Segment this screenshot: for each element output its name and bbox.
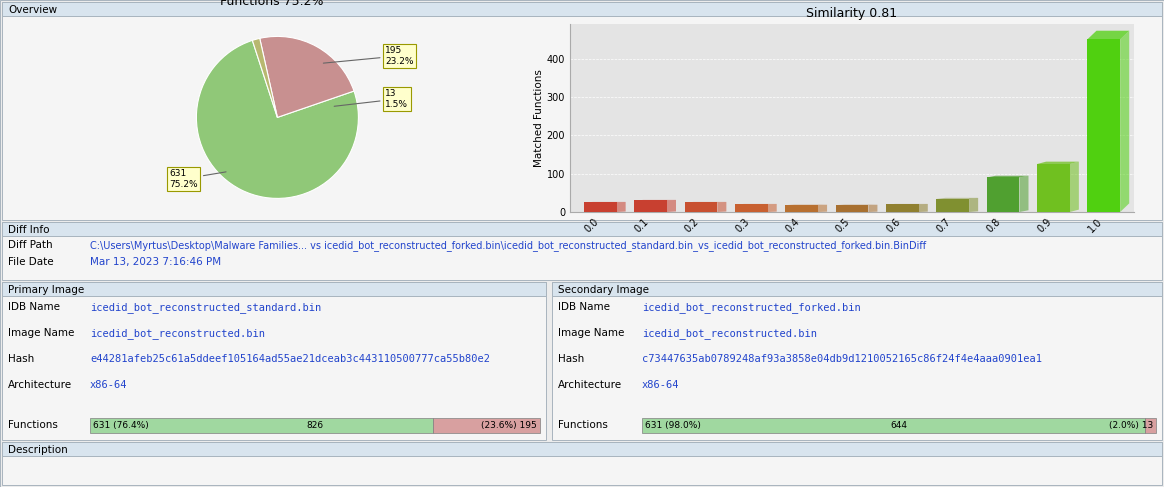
Polygon shape <box>667 200 676 212</box>
Bar <box>936 199 970 212</box>
Polygon shape <box>918 204 928 212</box>
Bar <box>2 442 1162 456</box>
Text: (23.6%) 195: (23.6%) 195 <box>481 421 537 430</box>
Bar <box>786 205 818 212</box>
Y-axis label: Matched Functions: Matched Functions <box>534 69 544 167</box>
Polygon shape <box>936 198 978 199</box>
Bar <box>734 205 767 212</box>
Text: c73447635ab0789248af93a3858e04db9d1210052165c86f24f4e4aaa0901ea1: c73447635ab0789248af93a3858e04db9d121005… <box>643 354 1042 364</box>
Bar <box>90 418 433 433</box>
Wedge shape <box>260 37 354 117</box>
Bar <box>2 282 546 440</box>
Title: Similarity 0.81: Similarity 0.81 <box>807 7 897 20</box>
Bar <box>886 205 918 212</box>
Text: icedid_bot_reconstructed_standard.bin: icedid_bot_reconstructed_standard.bin <box>90 302 321 313</box>
Text: 826: 826 <box>306 421 324 430</box>
Wedge shape <box>197 40 359 198</box>
Polygon shape <box>634 200 676 201</box>
Bar <box>2 282 546 296</box>
Text: C:\Users\Myrtus\Desktop\Malware Families... vs icedid_bot_reconstructed_forked.b: C:\Users\Myrtus\Desktop\Malware Families… <box>90 240 927 251</box>
Bar <box>1087 39 1120 212</box>
Text: 195
23.2%: 195 23.2% <box>324 46 414 66</box>
Text: icedid_bot_reconstructed.bin: icedid_bot_reconstructed.bin <box>90 328 265 339</box>
Text: Mar 13, 2023 7:16:46 PM: Mar 13, 2023 7:16:46 PM <box>90 257 221 267</box>
Text: 631
75.2%: 631 75.2% <box>170 169 226 188</box>
Text: (2.0%) 13: (2.0%) 13 <box>1109 421 1154 430</box>
Text: File Date: File Date <box>8 257 54 267</box>
Polygon shape <box>987 176 1029 177</box>
Bar <box>433 418 540 433</box>
Polygon shape <box>1120 31 1129 212</box>
Polygon shape <box>767 204 776 212</box>
Text: Description: Description <box>8 445 68 455</box>
Text: IDB Name: IDB Name <box>8 302 61 312</box>
Bar <box>836 205 868 212</box>
Bar <box>1037 164 1070 212</box>
Bar <box>552 282 1162 440</box>
Text: Functions: Functions <box>558 420 608 430</box>
Polygon shape <box>868 205 878 212</box>
Text: Architecture: Architecture <box>8 380 72 390</box>
Text: 13
1.5%: 13 1.5% <box>334 89 409 109</box>
Text: Overview: Overview <box>8 5 57 15</box>
Polygon shape <box>818 205 828 212</box>
Text: Image Name: Image Name <box>558 328 624 338</box>
Wedge shape <box>253 38 277 117</box>
Bar <box>987 177 1020 212</box>
Text: Diff Info: Diff Info <box>8 225 50 235</box>
Title: Functions 75.2%: Functions 75.2% <box>220 0 324 8</box>
Bar <box>2 2 1162 16</box>
Polygon shape <box>1037 162 1079 164</box>
Text: icedid_bot_reconstructed.bin: icedid_bot_reconstructed.bin <box>643 328 817 339</box>
Text: IDB Name: IDB Name <box>558 302 610 312</box>
Polygon shape <box>617 202 625 212</box>
Text: Functions: Functions <box>8 420 58 430</box>
Bar <box>643 418 1145 433</box>
Text: e44281afeb25c61a5ddeef105164ad55ae21dceab3c443110500777ca55b80e2: e44281afeb25c61a5ddeef105164ad55ae21dcea… <box>90 354 490 364</box>
Text: Diff Path: Diff Path <box>8 240 52 250</box>
Text: 644: 644 <box>890 421 908 430</box>
Bar <box>1145 418 1156 433</box>
Polygon shape <box>970 198 978 212</box>
Polygon shape <box>717 202 726 212</box>
Text: 631 (98.0%): 631 (98.0%) <box>645 421 701 430</box>
Bar <box>684 203 717 212</box>
Text: x86-64: x86-64 <box>90 380 128 390</box>
Bar <box>634 201 667 212</box>
Text: Hash: Hash <box>558 354 584 364</box>
Text: Hash: Hash <box>8 354 34 364</box>
Text: Architecture: Architecture <box>558 380 622 390</box>
Text: icedid_bot_reconstructed_forked.bin: icedid_bot_reconstructed_forked.bin <box>643 302 860 313</box>
Text: 631 (76.4%): 631 (76.4%) <box>93 421 149 430</box>
Text: Primary Image: Primary Image <box>8 285 84 295</box>
Text: x86-64: x86-64 <box>643 380 680 390</box>
Bar <box>2 2 1162 220</box>
Bar <box>2 442 1162 485</box>
Bar <box>584 203 617 212</box>
Text: Secondary Image: Secondary Image <box>558 285 650 295</box>
Text: Image Name: Image Name <box>8 328 74 338</box>
Polygon shape <box>1087 31 1129 39</box>
Bar <box>2 222 1162 280</box>
Polygon shape <box>1020 176 1029 212</box>
Bar <box>552 282 1162 296</box>
Polygon shape <box>1070 162 1079 212</box>
Bar <box>2 222 1162 236</box>
